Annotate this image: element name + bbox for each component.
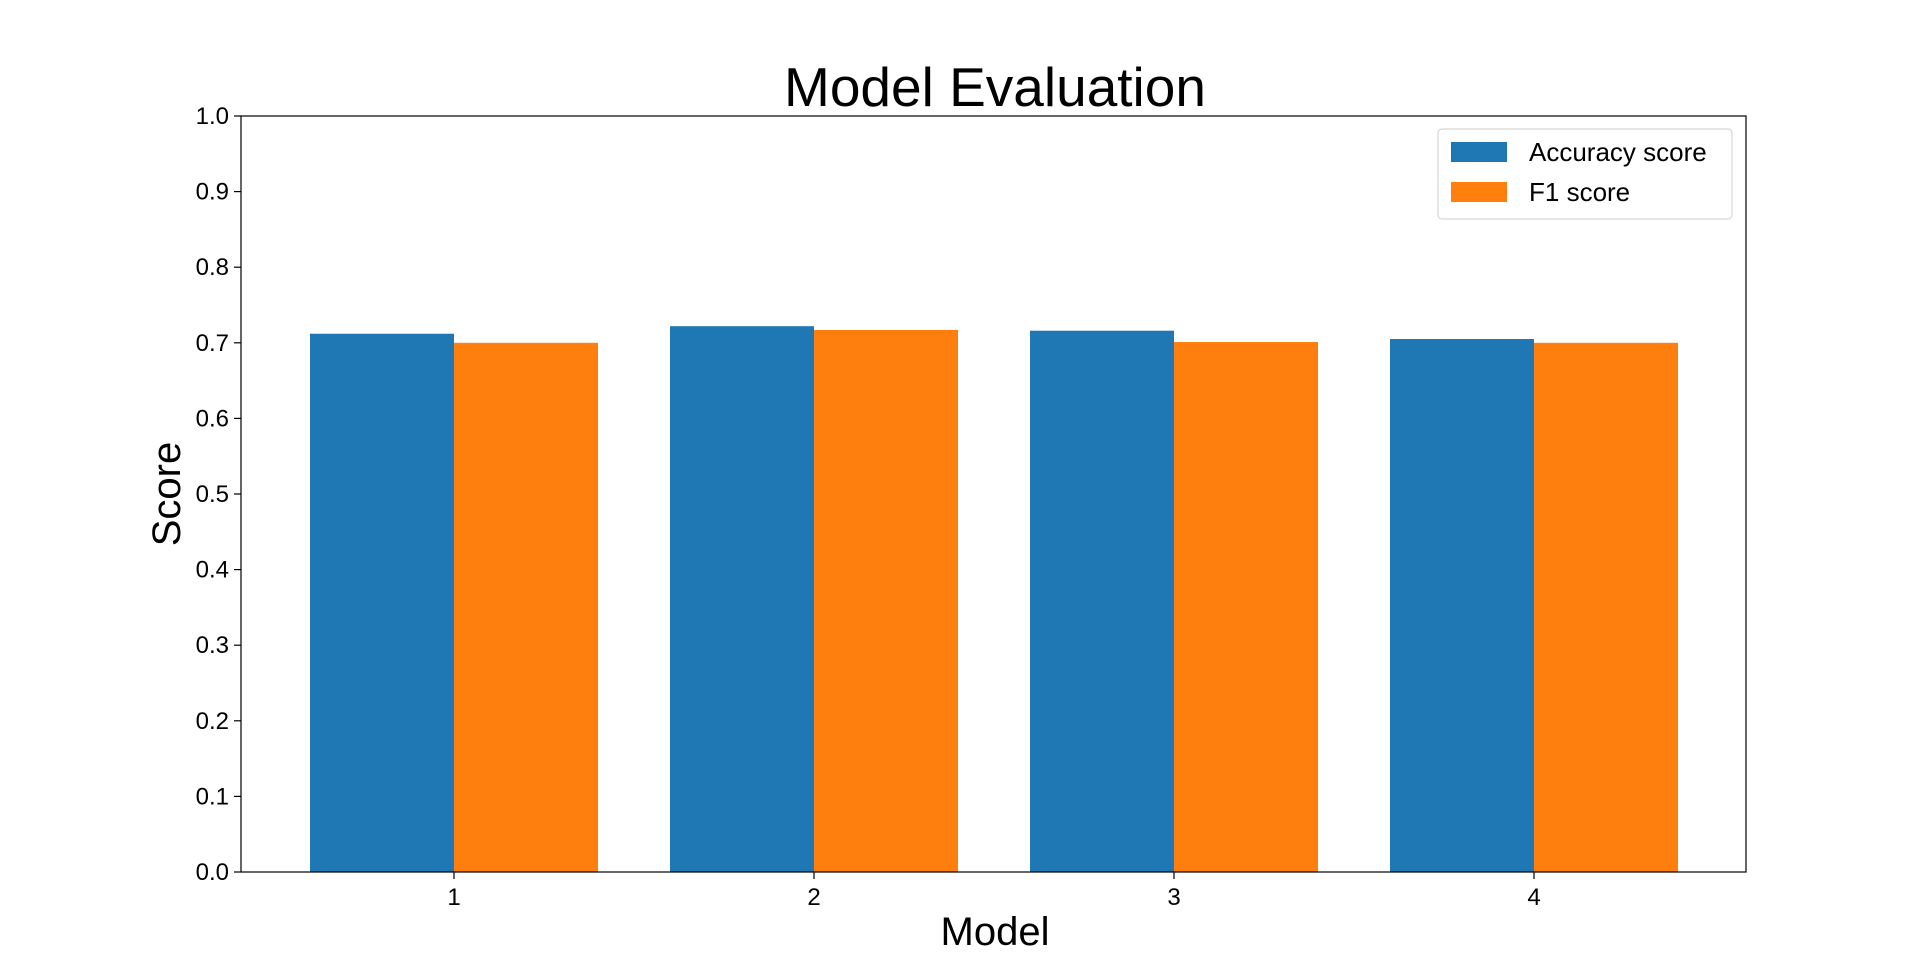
bar-accuracy-model-1 (310, 333, 454, 872)
bar-accuracy-model-2 (670, 326, 814, 873)
bars (310, 326, 1678, 873)
legend-box (1437, 128, 1733, 220)
x-tick-label: 3 (1167, 884, 1180, 911)
bar-accuracy-model-3 (1030, 330, 1174, 873)
bar-f1-model-3 (1174, 342, 1318, 872)
legend-swatch (1451, 182, 1507, 202)
y-tick-label: 0.2 (196, 708, 229, 735)
x-axis-title: Model (941, 910, 1050, 954)
y-tick-label: 0.7 (196, 330, 229, 357)
y-tick-label: 1.0 (196, 103, 229, 130)
y-tick-label: 0.5 (196, 481, 229, 508)
y-tick-label: 0.8 (196, 254, 229, 281)
bar-f1-model-2 (814, 329, 958, 872)
y-tick-label: 0.6 (196, 405, 229, 432)
legend-swatch (1451, 142, 1507, 162)
legend-label: Accuracy score (1529, 137, 1707, 167)
x-axis: 1 2 3 4 (447, 872, 1541, 911)
legend: Accuracy score F1 score (1437, 128, 1733, 220)
y-axis-title: Score (145, 442, 189, 547)
x-tick-label: 1 (447, 884, 460, 911)
bar-f1-model-1 (454, 342, 598, 872)
y-tick-label: 0.4 (196, 557, 229, 584)
y-tick-label: 0.0 (196, 859, 229, 886)
x-tick-label: 4 (1527, 884, 1540, 911)
x-tick-label: 2 (807, 884, 820, 911)
y-tick-label: 0.1 (196, 783, 229, 810)
bar-accuracy-model-4 (1390, 339, 1534, 872)
legend-label: F1 score (1529, 177, 1630, 207)
bar-f1-model-4 (1534, 342, 1678, 872)
chart-title: Model Evaluation (784, 56, 1206, 118)
y-axis: 0.0 0.1 0.2 0.3 0.4 0.5 0.6 0.7 0.8 0.9 1.0 (196, 103, 241, 886)
y-tick-label: 0.9 (196, 179, 229, 206)
y-tick-label: 0.3 (196, 632, 229, 659)
